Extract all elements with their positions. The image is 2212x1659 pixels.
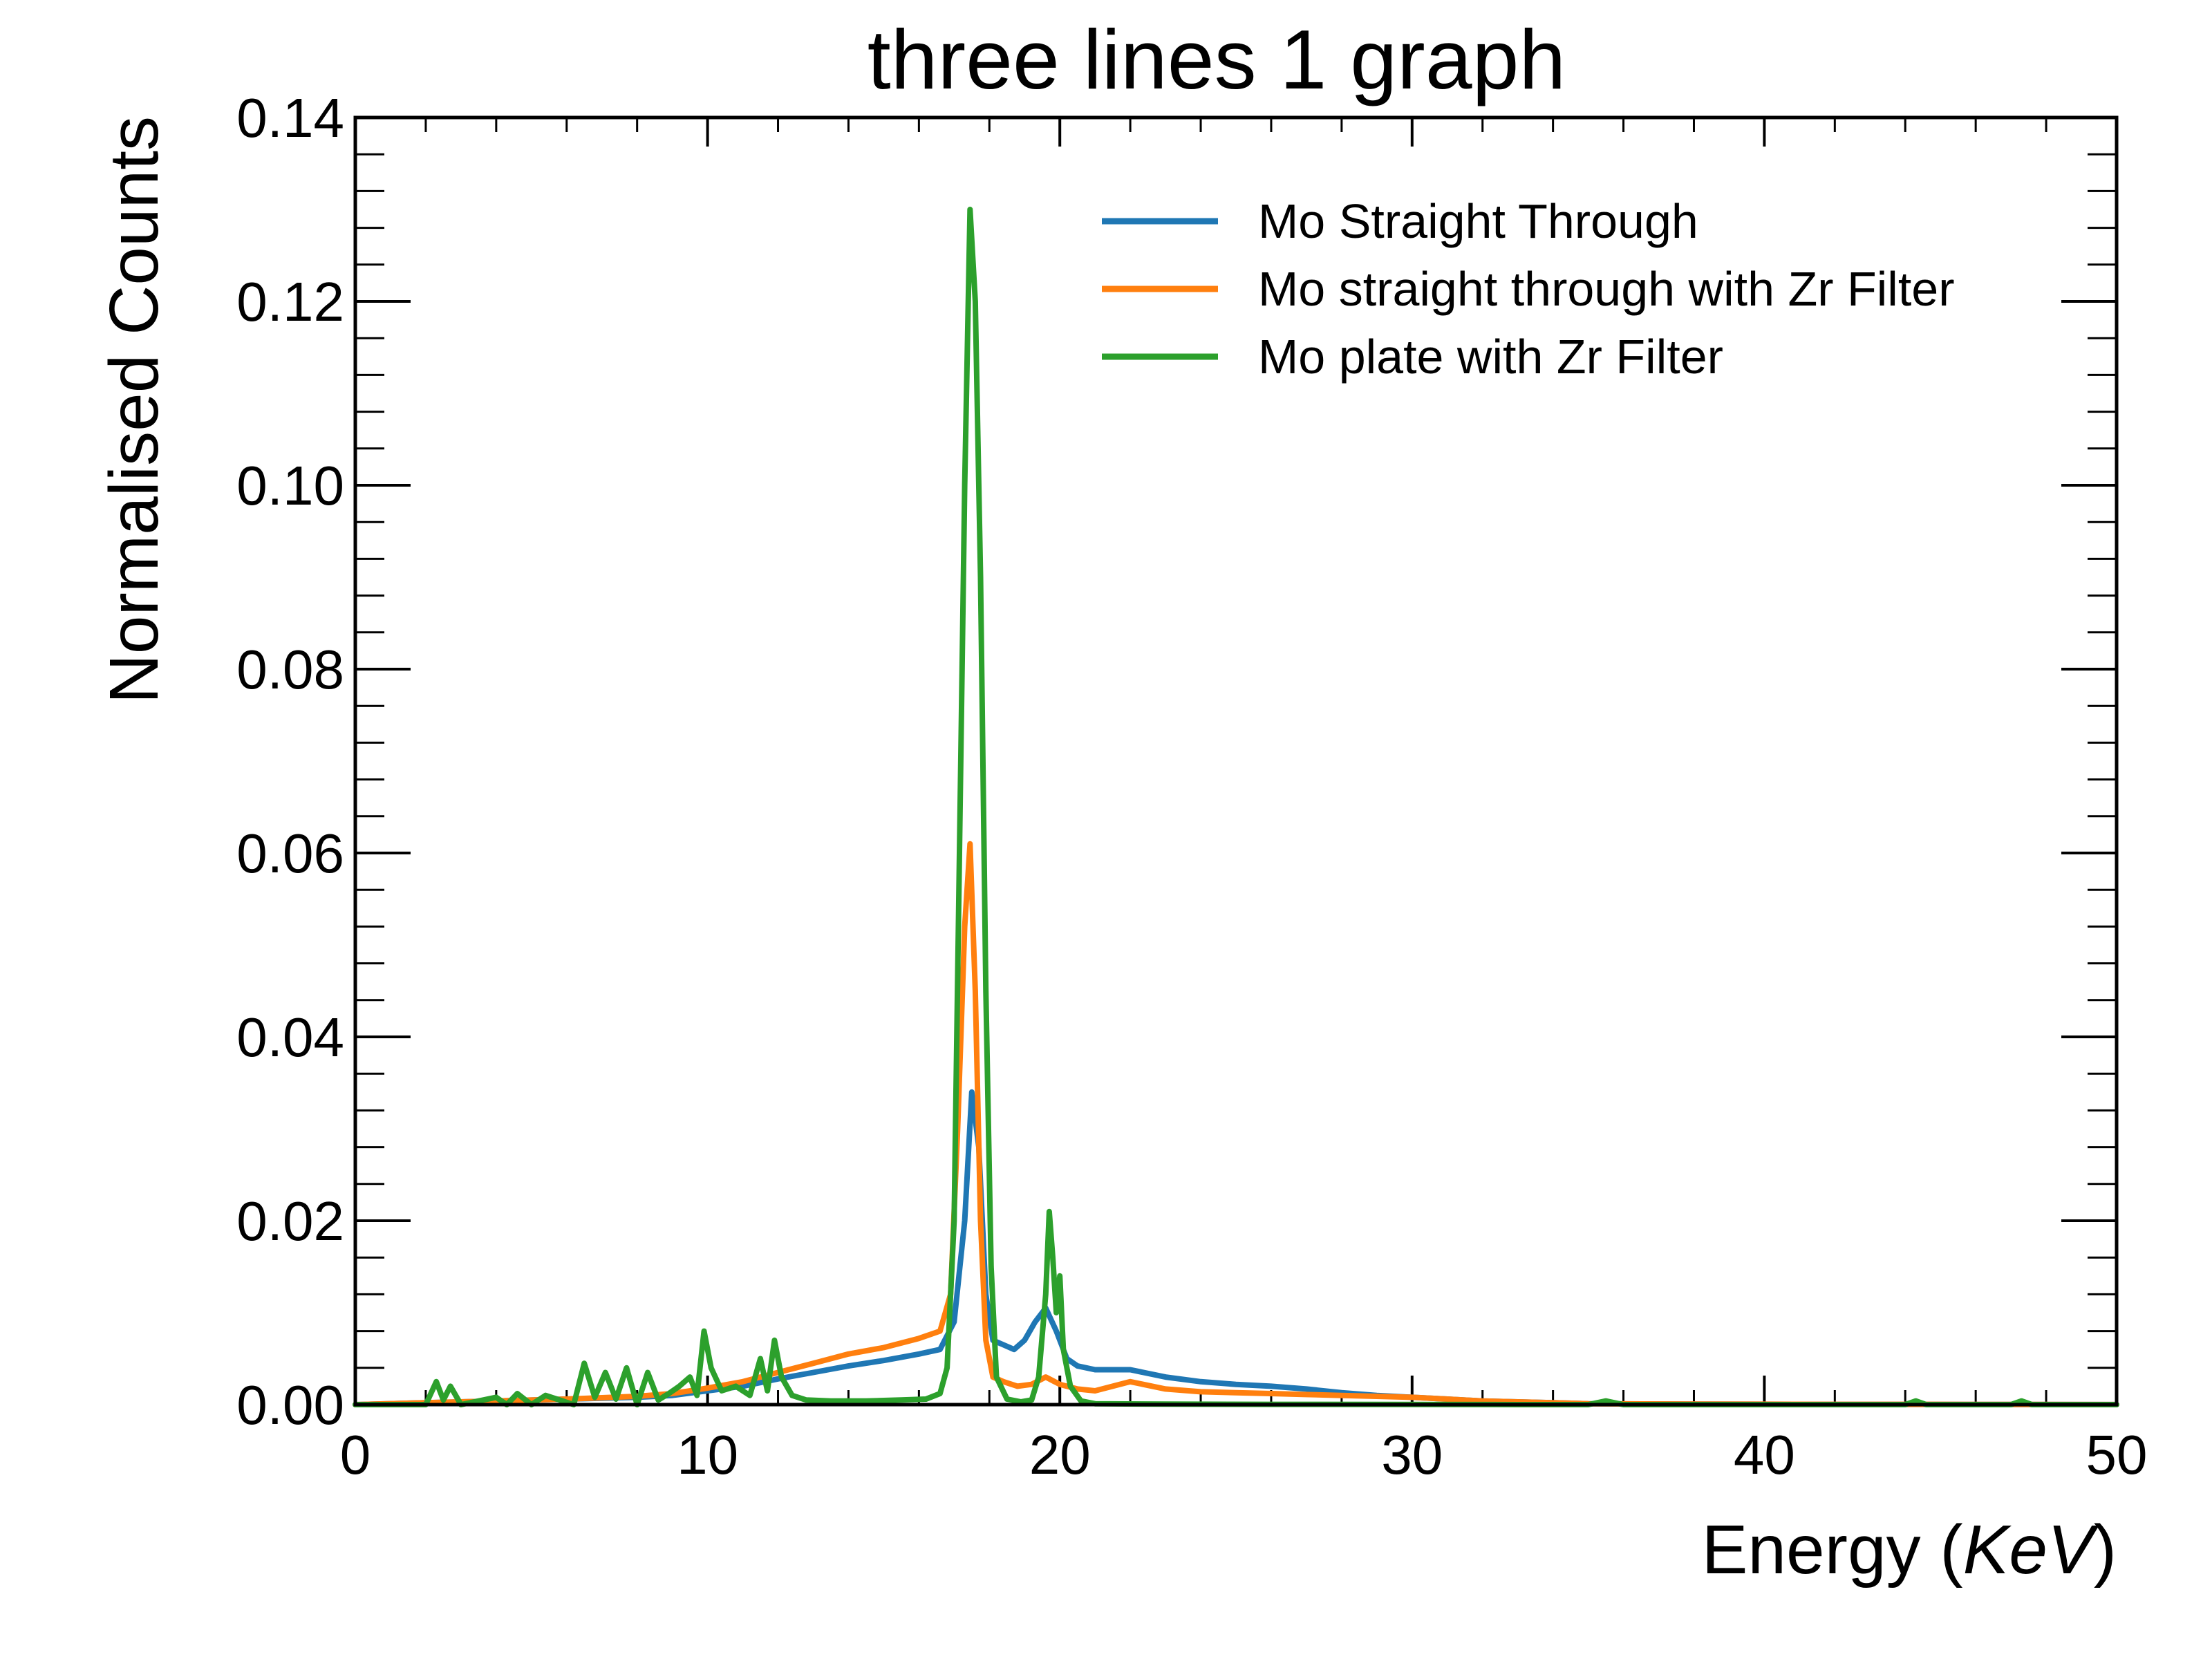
y-tick-label: 0.06 xyxy=(236,823,344,884)
y-tick-label: 0.14 xyxy=(236,87,344,149)
x-axis-title-suffix: ) xyxy=(2094,1511,2117,1588)
series-line-2 xyxy=(353,841,2119,1407)
axis-ticks: 0 10 20 30 40 50 0.00 0.02 0.04 0.06 0.08 0.10 0.12 0… xyxy=(236,87,2147,1485)
y-axis-title: Normalised Counts xyxy=(95,116,173,704)
series-lines xyxy=(353,207,2119,1407)
plot-frame xyxy=(353,115,2119,1407)
y-tick-label: 0.02 xyxy=(236,1190,344,1252)
y-tick-label: 0.10 xyxy=(236,455,344,516)
legend-label: Mo Straight Through xyxy=(1258,194,1698,248)
x-axis-title-prefix: Energy ( xyxy=(1702,1511,1963,1588)
x-axis-title: Energy (KeV) xyxy=(1702,1511,2117,1588)
series-line-1 xyxy=(353,1089,2119,1407)
x-tick-label: 10 xyxy=(677,1424,738,1485)
x-tick-label: 30 xyxy=(1381,1424,1443,1485)
legend-label: Mo plate with Zr Filter xyxy=(1258,330,1723,384)
x-tick-label: 0 xyxy=(340,1424,371,1485)
legend-label: Mo straight through with Zr Filter xyxy=(1258,262,1955,316)
chart-title: three lines 1 graph xyxy=(868,12,1566,106)
x-tick-label: 20 xyxy=(1029,1424,1091,1485)
y-tick-label: 0.08 xyxy=(236,639,344,700)
x-tick-label: 50 xyxy=(2086,1424,2148,1485)
x-axis-title-unit: KeV xyxy=(1963,1511,2099,1588)
y-tick-label: 0.12 xyxy=(236,271,344,332)
y-tick-label: 0.04 xyxy=(236,1006,344,1068)
series-line-3 xyxy=(353,207,2119,1407)
y-tick-label: 0.00 xyxy=(236,1374,344,1436)
legend: Mo Straight Through Mo straight through w… xyxy=(1102,194,1955,384)
x-tick-label: 40 xyxy=(1734,1424,1795,1485)
